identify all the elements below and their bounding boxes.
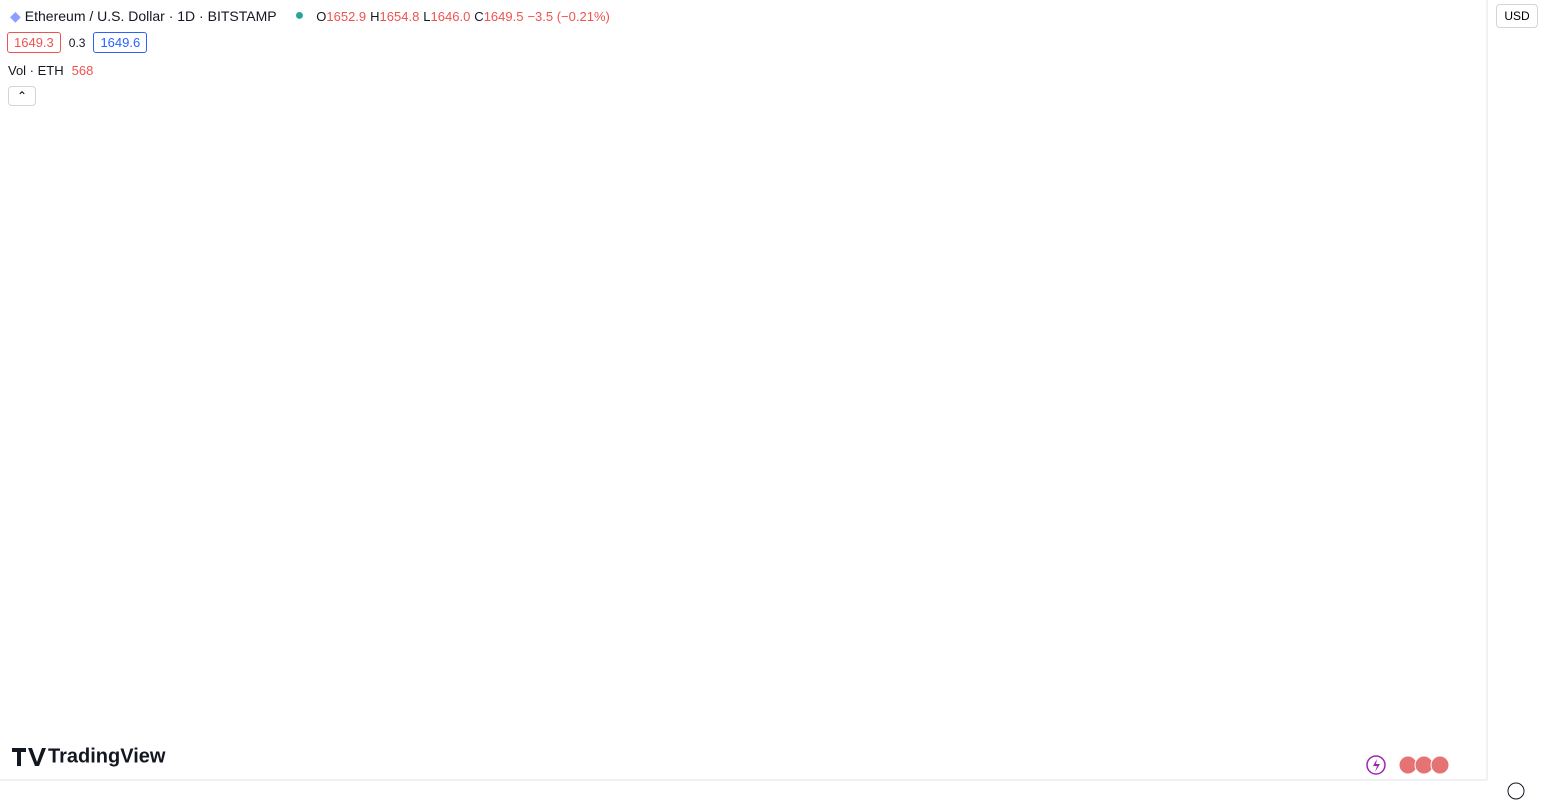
currency-button[interactable]: USD bbox=[1496, 4, 1538, 28]
symbol-title[interactable]: Ethereum / U.S. Dollar · 1D · BITSTAMP bbox=[24, 8, 277, 24]
bid-ask-row: 1649.3 0.3 1649.6 bbox=[7, 32, 148, 53]
ohlc-label: C bbox=[474, 8, 484, 24]
event-flag[interactable] bbox=[1430, 755, 1450, 775]
ohlc-label: O bbox=[316, 8, 327, 24]
ohlc-label: H bbox=[370, 8, 380, 24]
event-flag[interactable] bbox=[1398, 755, 1418, 775]
volume-row: Vol · ETH 568 bbox=[8, 63, 93, 78]
header-row: ◆ Ethereum / U.S. Dollar · 1D · BITSTAMP… bbox=[10, 6, 610, 26]
volume-value: 568 bbox=[71, 63, 94, 78]
collapse-button[interactable]: ⌃ bbox=[8, 86, 36, 106]
settings-icon[interactable] bbox=[1507, 782, 1525, 800]
bid-box[interactable]: 1649.3 bbox=[7, 32, 61, 53]
event-flag[interactable] bbox=[1414, 755, 1434, 775]
ohlc-value: 1649.5 bbox=[483, 8, 524, 24]
coin-icon: ◆ bbox=[10, 7, 21, 24]
volume-label: Vol · ETH bbox=[8, 63, 64, 78]
spread: 0.3 bbox=[68, 35, 86, 50]
event-icon-bolt bbox=[1373, 759, 1380, 772]
logo-mark bbox=[12, 748, 46, 766]
status-dot: ● bbox=[294, 7, 305, 24]
logo-text: TradingView bbox=[48, 745, 166, 767]
ohlc-value: 1646.0 bbox=[430, 8, 471, 24]
ask-box[interactable]: 1649.6 bbox=[93, 32, 148, 53]
ohlc-label: L bbox=[423, 8, 431, 24]
change: −3.5 (−0.21%) bbox=[527, 8, 610, 24]
ohlc-value: 1652.9 bbox=[326, 8, 367, 24]
ohlc-value: 1654.8 bbox=[379, 8, 420, 24]
